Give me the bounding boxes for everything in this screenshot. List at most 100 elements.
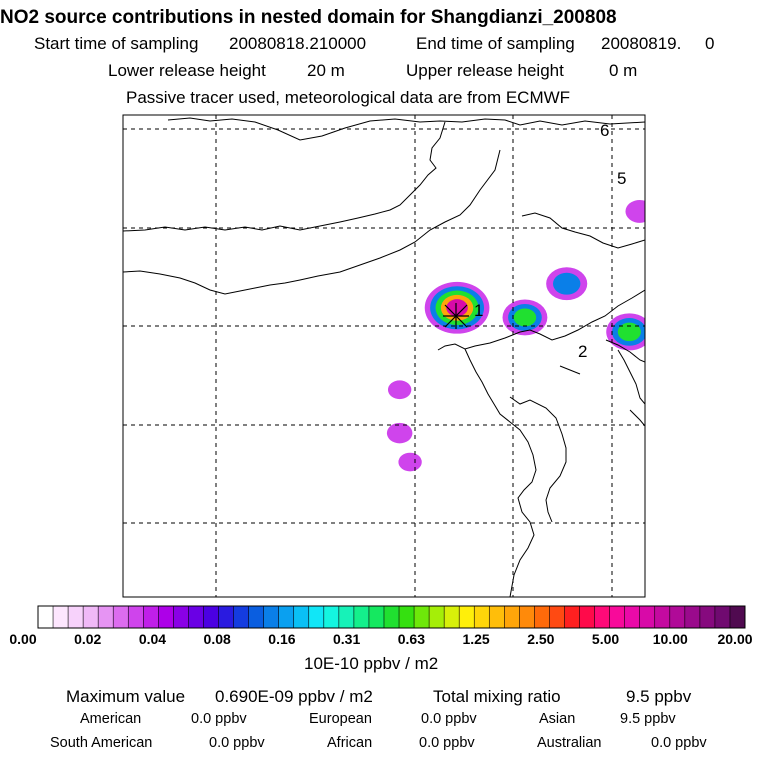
colorbar-swatch xyxy=(684,606,701,628)
start-time-label: Start time of sampling xyxy=(34,34,199,53)
region-label-5: 5 xyxy=(617,169,626,188)
region-label-6: 6 xyxy=(600,121,609,140)
colorbar-unit: 10E-10 ppbv / m2 xyxy=(304,654,439,673)
max-value-label: Maximum value xyxy=(66,687,186,706)
colorbar-swatch xyxy=(203,606,220,628)
colorbar-swatch xyxy=(564,606,581,628)
south-american-value: 0.0 ppbv xyxy=(209,735,265,751)
end-time-value: 20080819. 0 xyxy=(601,34,715,53)
plume-contour xyxy=(617,322,641,342)
colorbar-tick-label: 0.63 xyxy=(397,631,425,647)
colorbar-tick-label: 0.04 xyxy=(138,631,167,647)
colorbar-tick-label: 0.00 xyxy=(9,631,37,647)
colorbar-swatch xyxy=(263,606,280,628)
asian-value: 9.5 ppbv xyxy=(620,711,676,727)
colorbar-tick-label: 0.08 xyxy=(203,631,231,647)
asian-label: Asian xyxy=(539,711,576,727)
plume-contour xyxy=(398,452,422,472)
plot-title: NO2 source contributions in nested domai… xyxy=(0,7,617,28)
receptor-marker xyxy=(443,303,469,329)
colorbar-swatch xyxy=(549,606,565,628)
colorbar-tick-label: 0.16 xyxy=(268,631,296,647)
colorbar-swatch xyxy=(624,606,641,628)
colorbar-tick-label: 1.25 xyxy=(462,631,490,647)
upper-height-label: Upper release height xyxy=(406,61,564,80)
colorbar-tick-label: 0.31 xyxy=(333,631,361,647)
american-value: 0.0 ppbv xyxy=(191,711,247,727)
total-mixing-label: Total mixing ratio xyxy=(433,687,561,706)
colorbar-tick-label: 0.02 xyxy=(74,631,102,647)
colorbar-swatch xyxy=(113,606,129,628)
colorbar-swatch xyxy=(278,606,295,628)
colorbar-swatch xyxy=(654,606,671,628)
colorbar-swatch xyxy=(188,606,204,628)
max-value: 0.690E-09 ppbv / m2 xyxy=(215,687,373,706)
colorbar-tick-label: 5.00 xyxy=(591,631,620,647)
colorbar-swatch xyxy=(414,606,430,628)
coastline xyxy=(123,117,645,597)
colorbar-swatch xyxy=(669,606,686,628)
colorbar xyxy=(37,605,746,629)
colorbar-swatch xyxy=(248,606,265,628)
african-label: African xyxy=(327,735,373,751)
australian-value: 0.0 ppbv xyxy=(651,735,707,751)
colorbar-border xyxy=(37,605,746,629)
colorbar-swatch xyxy=(714,606,731,628)
region-label-1: 1 xyxy=(474,301,483,320)
colorbar-swatch xyxy=(609,606,626,628)
colorbar-swatch xyxy=(729,606,746,628)
region-label-2: 2 xyxy=(578,342,587,361)
colorbar-swatch xyxy=(338,606,355,628)
plume-contour xyxy=(553,272,581,295)
colorbar-swatch xyxy=(53,606,69,628)
colorbar-swatch xyxy=(173,606,189,628)
colorbar-tick-label: 10.00 xyxy=(652,631,688,647)
colorbar-swatch xyxy=(368,606,385,628)
colorbar-swatch xyxy=(429,606,445,628)
colorbar-swatch xyxy=(444,606,460,628)
plume-contour xyxy=(513,308,537,327)
colorbar-swatch xyxy=(158,606,174,628)
start-time-value: 20080818.210000 xyxy=(229,34,367,53)
colorbar-swatch xyxy=(474,606,490,628)
colorbar-swatch xyxy=(323,606,340,628)
plume-contour xyxy=(387,380,412,400)
tracer-note: Passive tracer used, meteorological data… xyxy=(126,88,571,107)
colorbar-swatch xyxy=(699,606,716,628)
colorbar-swatch xyxy=(68,606,84,628)
colorbar-swatch xyxy=(639,606,656,628)
european-label: European xyxy=(309,711,372,727)
colorbar-swatch xyxy=(579,606,596,628)
colorbar-swatch xyxy=(233,606,250,628)
colorbar-swatch xyxy=(38,606,54,628)
colorbar-swatch xyxy=(83,606,99,628)
upper-height-value: 0 m xyxy=(609,61,638,80)
african-value: 0.0 ppbv xyxy=(419,735,475,751)
graticule xyxy=(123,115,645,597)
colorbar-swatch xyxy=(98,606,114,628)
colorbar-swatch xyxy=(293,606,310,628)
colorbar-swatch xyxy=(143,606,159,628)
colorbar-swatch xyxy=(594,606,611,628)
colorbar-swatch xyxy=(504,606,520,628)
european-value: 0.0 ppbv xyxy=(421,711,477,727)
colorbar-swatch xyxy=(353,606,370,628)
colorbar-tick-label: 20.00 xyxy=(717,631,753,647)
american-label: American xyxy=(80,711,142,727)
colorbar-swatch xyxy=(534,606,550,628)
colorbar-swatch xyxy=(308,606,325,628)
colorbar-tick-label: 2.50 xyxy=(527,631,555,647)
colorbar-swatch xyxy=(399,606,415,628)
australian-label: Australian xyxy=(537,735,602,751)
colorbar-swatch xyxy=(218,606,235,628)
plume-contour xyxy=(386,422,413,444)
plume-contour xyxy=(625,199,645,223)
colorbar-swatch xyxy=(128,606,144,628)
colorbar-swatch xyxy=(489,606,505,628)
colorbar-swatch xyxy=(459,606,475,628)
lower-height-label: Lower release height xyxy=(108,61,266,80)
lower-height-value: 20 m xyxy=(307,61,345,80)
colorbar-swatch xyxy=(383,606,400,628)
plume-layer xyxy=(386,199,645,472)
